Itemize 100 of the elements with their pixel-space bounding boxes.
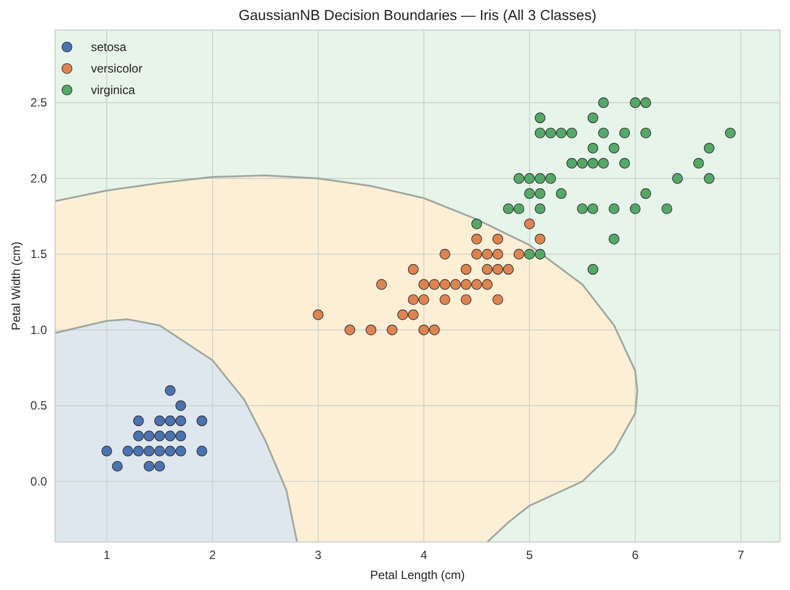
point	[344, 324, 356, 336]
point	[598, 158, 609, 169]
point	[386, 324, 398, 336]
point	[630, 203, 641, 214]
point	[175, 416, 186, 426]
point	[566, 158, 578, 169]
point	[534, 188, 546, 199]
y-tick-label: 1.5	[30, 247, 48, 262]
point	[471, 279, 482, 290]
point	[133, 430, 144, 442]
point	[534, 173, 546, 184]
point	[408, 294, 419, 305]
x-tick-label: 7	[738, 548, 745, 562]
point	[175, 446, 186, 456]
point	[588, 112, 598, 124]
point	[440, 279, 450, 290]
point	[122, 446, 134, 456]
x-axis-title: Petal Length (cm)	[370, 568, 465, 582]
point	[577, 203, 588, 214]
point	[164, 446, 176, 456]
point	[640, 188, 652, 199]
point	[662, 203, 672, 214]
x-tick-label: 1	[103, 548, 110, 562]
point	[460, 279, 472, 290]
point	[534, 112, 546, 124]
point	[482, 264, 493, 275]
point	[514, 173, 524, 184]
point	[545, 173, 556, 184]
point	[312, 309, 324, 320]
x-tick-label: 5	[526, 548, 534, 562]
point	[175, 400, 186, 411]
point	[164, 385, 176, 396]
point	[503, 203, 514, 214]
point	[133, 416, 144, 426]
point	[471, 234, 482, 244]
point	[144, 446, 154, 456]
point	[619, 128, 630, 138]
point	[429, 279, 440, 290]
point	[556, 188, 567, 199]
point	[492, 234, 504, 244]
chart-title: GaussianNB Decision Boundaries — Iris (All 3 Classes)	[238, 8, 596, 24]
point	[144, 430, 154, 442]
point	[704, 142, 714, 154]
point	[154, 446, 165, 456]
point	[524, 218, 535, 230]
point	[154, 460, 165, 472]
legend-label: versicolor	[91, 62, 142, 76]
x-tick-label: 2	[209, 548, 216, 562]
y-tick-label: 0.0	[30, 474, 48, 488]
x-tick-label: 3	[314, 548, 322, 562]
point	[556, 128, 567, 138]
point	[524, 188, 535, 199]
y-tick-label: 1.0	[30, 322, 48, 337]
point	[672, 173, 683, 184]
point	[175, 430, 186, 442]
point	[397, 309, 408, 320]
point	[366, 324, 376, 336]
point	[101, 446, 112, 456]
point	[640, 97, 652, 108]
point	[566, 128, 578, 138]
point	[545, 128, 556, 138]
x-tick-label: 4	[420, 548, 428, 562]
point	[640, 128, 652, 138]
point	[144, 460, 154, 472]
point	[196, 446, 208, 456]
point	[619, 158, 630, 169]
point	[471, 248, 482, 260]
point	[492, 294, 504, 305]
point	[471, 218, 482, 230]
point	[725, 128, 736, 138]
point	[112, 460, 123, 472]
point	[154, 430, 165, 442]
point	[460, 264, 472, 275]
point	[450, 279, 461, 290]
point	[418, 294, 430, 305]
point	[440, 248, 450, 260]
y-axis-title: Petal Width (cm)	[9, 242, 23, 330]
point	[408, 309, 419, 320]
y-tick-label: 0.5	[30, 398, 48, 413]
point	[588, 158, 598, 169]
point	[164, 430, 176, 442]
y-tick-label: 2.5	[30, 96, 48, 110]
point	[588, 264, 598, 275]
point	[514, 203, 524, 214]
point	[376, 279, 387, 290]
point	[630, 97, 641, 108]
point	[608, 142, 620, 154]
point	[588, 203, 598, 214]
point	[608, 234, 620, 244]
point	[482, 248, 493, 260]
point	[154, 416, 165, 426]
point	[460, 294, 472, 305]
point	[693, 158, 704, 169]
point	[534, 234, 546, 244]
point	[704, 173, 714, 184]
legend-label: virginica	[91, 83, 136, 97]
point	[418, 279, 430, 290]
point	[429, 324, 440, 336]
point	[577, 158, 588, 169]
point	[524, 248, 535, 260]
